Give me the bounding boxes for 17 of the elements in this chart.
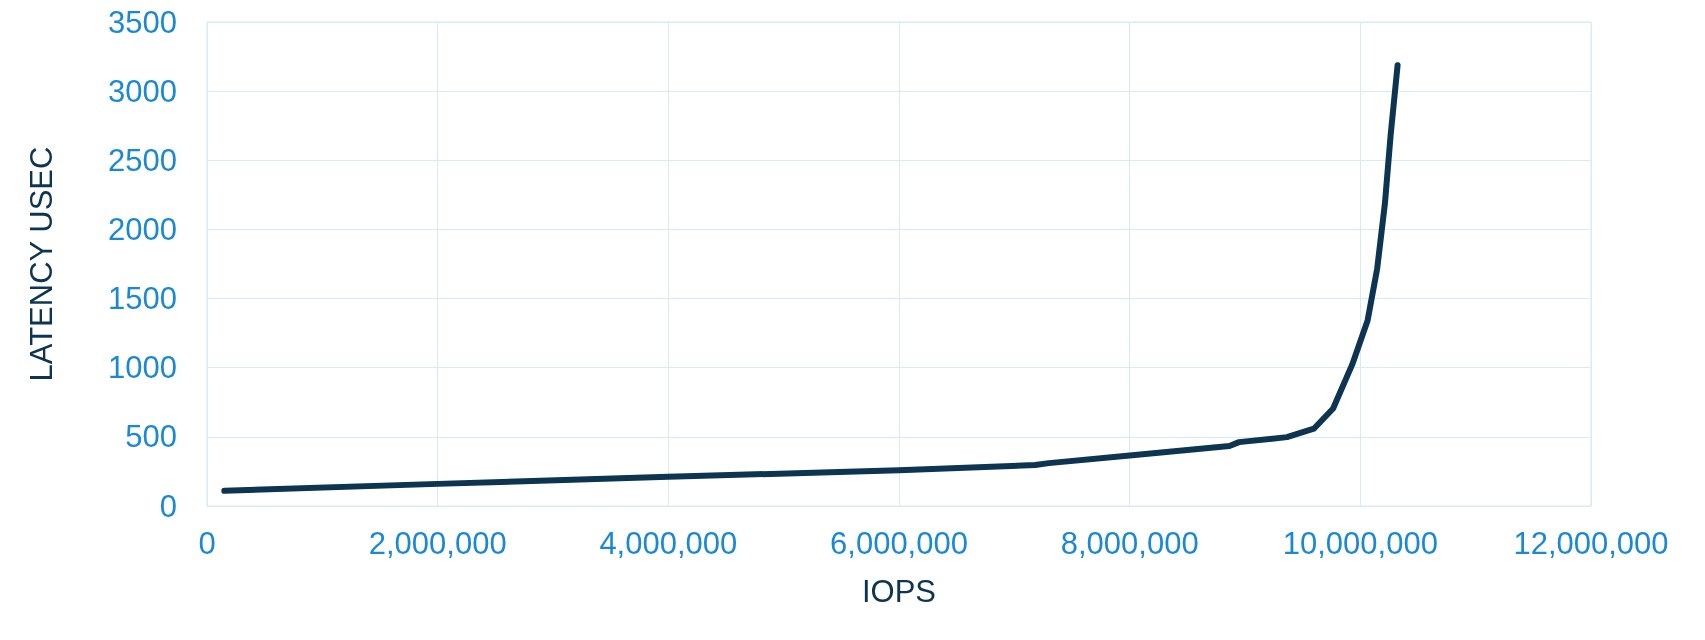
y-tick-label: 1000: [108, 350, 177, 386]
y-tick-label: 2500: [108, 142, 177, 178]
x-tick-label: 10,000,000: [1282, 526, 1438, 561]
y-axis-title: LATENCY USEC: [24, 146, 59, 382]
x-tick-label: 0: [198, 526, 216, 561]
y-tick-label: 3000: [108, 73, 177, 109]
y-tick-label: 500: [125, 419, 177, 455]
y-tick-label: 3500: [108, 4, 177, 40]
x-tick-label: 6,000,000: [830, 526, 968, 561]
x-axis-title: IOPS: [861, 574, 937, 609]
y-tick-label: 2000: [108, 211, 177, 247]
y-tick-label: 1500: [108, 281, 177, 317]
x-tick-label: 12,000,000: [1513, 526, 1669, 561]
x-tick-label: 8,000,000: [1060, 526, 1199, 561]
x-tick-label: 4,000,000: [599, 526, 738, 561]
x-tick-label: 2,000,000: [368, 526, 507, 561]
y-tick-label: 0: [159, 488, 177, 524]
